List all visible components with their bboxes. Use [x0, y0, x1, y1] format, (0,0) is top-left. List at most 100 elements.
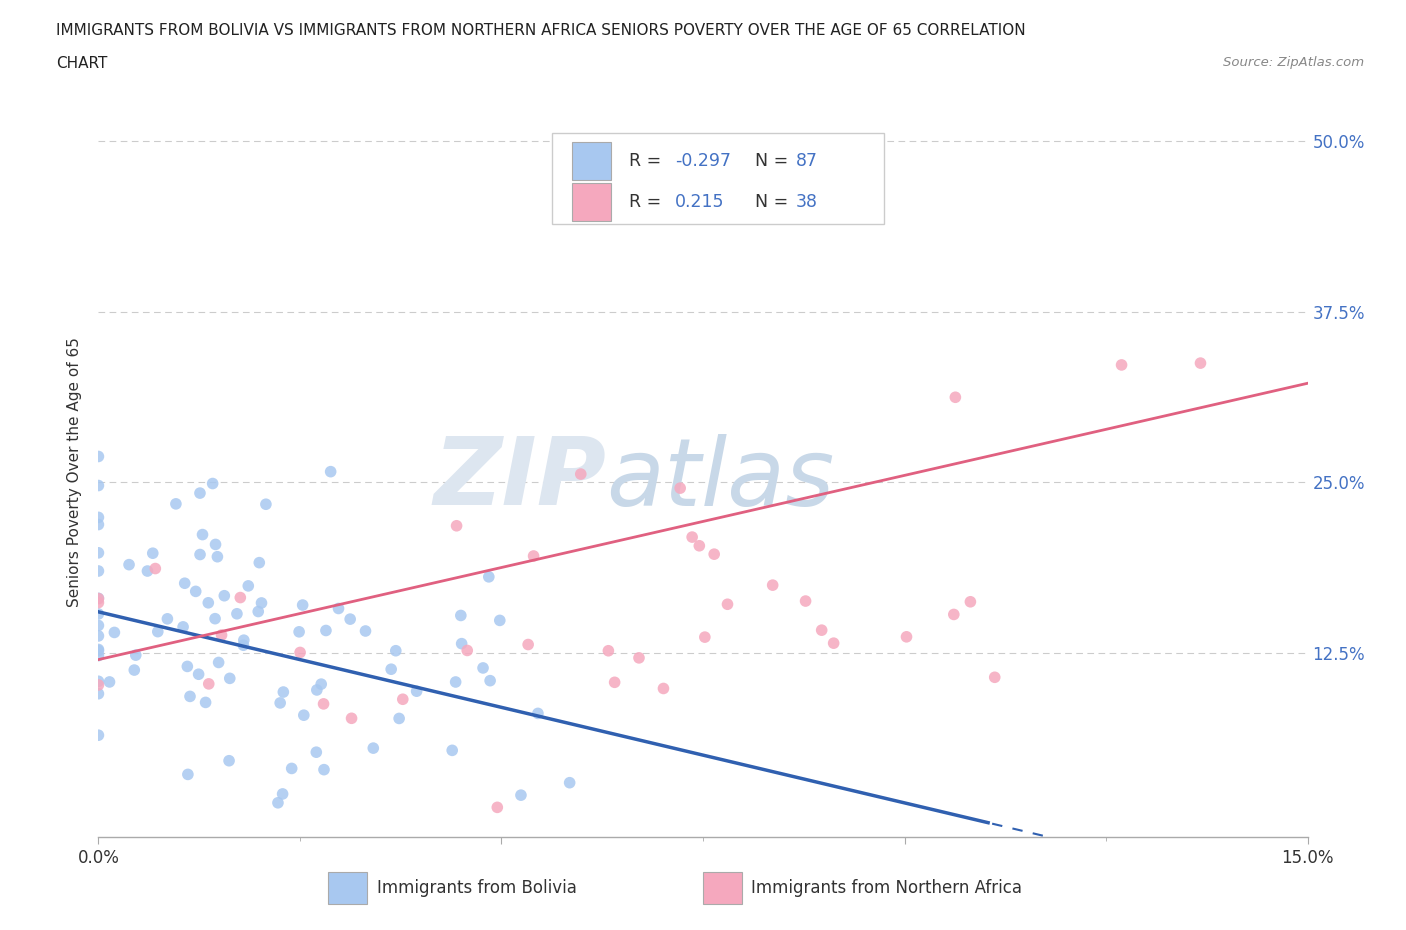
- Point: [384, 644, 406, 658]
- Text: Immigrants from Bolivia: Immigrants from Bolivia: [377, 879, 576, 897]
- FancyBboxPatch shape: [551, 132, 884, 224]
- Point: [247, 604, 270, 619]
- Point: [280, 761, 302, 776]
- Point: [214, 589, 236, 604]
- Point: [488, 613, 510, 628]
- Point: [328, 601, 350, 616]
- Point: [271, 787, 294, 802]
- Text: R =: R =: [630, 193, 672, 210]
- Point: [486, 800, 509, 815]
- Point: [187, 667, 209, 682]
- Point: [456, 643, 478, 658]
- Point: [226, 606, 249, 621]
- FancyBboxPatch shape: [572, 142, 612, 180]
- Text: Source: ZipAtlas.com: Source: ZipAtlas.com: [1223, 56, 1364, 69]
- Point: [204, 611, 226, 626]
- Text: Immigrants from Northern Africa: Immigrants from Northern Africa: [751, 879, 1022, 897]
- Point: [478, 569, 501, 584]
- Text: -0.297: -0.297: [675, 153, 731, 170]
- Point: [118, 557, 141, 572]
- Point: [558, 776, 581, 790]
- Point: [388, 711, 411, 726]
- Point: [87, 595, 110, 610]
- Point: [254, 497, 277, 512]
- Point: [669, 481, 692, 496]
- Point: [87, 674, 110, 689]
- Text: N =: N =: [755, 153, 794, 170]
- Point: [194, 695, 217, 710]
- Point: [87, 642, 110, 657]
- Point: [312, 697, 335, 711]
- FancyBboxPatch shape: [572, 182, 612, 220]
- Point: [267, 795, 290, 810]
- Point: [291, 598, 314, 613]
- FancyBboxPatch shape: [703, 872, 742, 904]
- Point: [211, 628, 233, 643]
- Point: [87, 648, 110, 663]
- Point: [810, 623, 832, 638]
- Point: [165, 497, 187, 512]
- Point: [191, 527, 214, 542]
- Point: [207, 550, 229, 565]
- Point: [87, 449, 110, 464]
- Point: [207, 655, 229, 670]
- Point: [681, 530, 703, 545]
- Point: [146, 624, 169, 639]
- Point: [527, 706, 550, 721]
- Point: [896, 630, 918, 644]
- Point: [517, 637, 540, 652]
- Point: [479, 673, 502, 688]
- Text: 0.215: 0.215: [675, 193, 724, 210]
- Point: [598, 644, 620, 658]
- Point: [87, 644, 110, 658]
- Point: [716, 597, 738, 612]
- Point: [87, 517, 110, 532]
- Point: [232, 638, 254, 653]
- Point: [218, 753, 240, 768]
- Point: [87, 564, 110, 578]
- Point: [172, 619, 194, 634]
- Point: [959, 594, 981, 609]
- Point: [794, 593, 817, 608]
- Point: [176, 659, 198, 674]
- Point: [87, 606, 110, 621]
- Text: 87: 87: [796, 153, 818, 170]
- Point: [391, 692, 413, 707]
- FancyBboxPatch shape: [328, 872, 367, 904]
- Point: [309, 677, 332, 692]
- Point: [87, 728, 110, 743]
- Point: [143, 561, 166, 576]
- Point: [87, 678, 110, 693]
- Point: [942, 607, 965, 622]
- Point: [627, 650, 650, 665]
- Point: [87, 629, 110, 644]
- Point: [201, 476, 224, 491]
- Text: CHART: CHART: [56, 56, 108, 71]
- Point: [472, 660, 495, 675]
- Point: [510, 788, 533, 803]
- Point: [288, 645, 311, 660]
- Point: [983, 670, 1005, 684]
- Point: [288, 624, 311, 639]
- Point: [204, 537, 226, 551]
- Point: [87, 591, 110, 606]
- Point: [569, 467, 592, 482]
- Text: N =: N =: [755, 193, 794, 210]
- Y-axis label: Seniors Poverty Over the Age of 65: Seniors Poverty Over the Age of 65: [67, 337, 83, 607]
- Point: [136, 564, 159, 578]
- Point: [688, 538, 710, 553]
- Point: [87, 591, 110, 605]
- Point: [405, 684, 427, 698]
- Point: [98, 674, 121, 689]
- Point: [1189, 355, 1212, 370]
- Point: [339, 612, 361, 627]
- Point: [441, 743, 464, 758]
- Point: [250, 595, 273, 610]
- Point: [197, 676, 219, 691]
- Point: [173, 576, 195, 591]
- Point: [354, 623, 377, 638]
- Point: [305, 683, 328, 698]
- Point: [450, 608, 472, 623]
- Text: 38: 38: [796, 193, 818, 210]
- Point: [238, 578, 260, 593]
